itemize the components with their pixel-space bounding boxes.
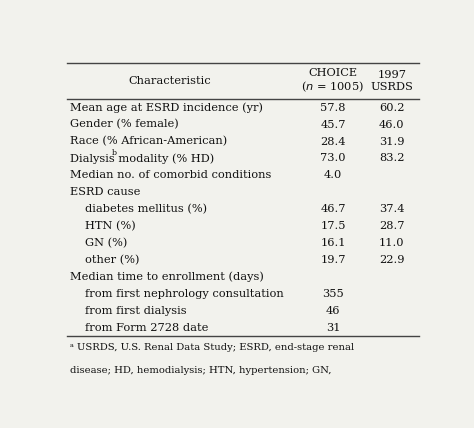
Text: from first dialysis: from first dialysis xyxy=(85,306,187,316)
Text: 46: 46 xyxy=(326,306,340,316)
Text: other (%): other (%) xyxy=(85,255,139,265)
Text: 28.7: 28.7 xyxy=(379,221,404,231)
Text: 37.4: 37.4 xyxy=(379,204,404,214)
Text: Dialysis modality (% HD): Dialysis modality (% HD) xyxy=(70,153,215,164)
Text: 46.7: 46.7 xyxy=(320,204,346,214)
Text: 1997
USRDS: 1997 USRDS xyxy=(370,70,413,92)
Text: b: b xyxy=(112,149,117,158)
Text: 22.9: 22.9 xyxy=(379,255,404,265)
Text: from Form 2728 date: from Form 2728 date xyxy=(85,323,209,333)
Text: 46.0: 46.0 xyxy=(379,119,404,130)
Text: ᵃ USRDS, U.S. Renal Data Study; ESRD, end-stage renal: ᵃ USRDS, U.S. Renal Data Study; ESRD, en… xyxy=(70,343,355,352)
Text: 4.0: 4.0 xyxy=(324,170,342,181)
Text: 60.2: 60.2 xyxy=(379,103,404,113)
Text: Characteristic: Characteristic xyxy=(128,76,211,86)
Text: 83.2: 83.2 xyxy=(379,154,404,163)
Text: 31: 31 xyxy=(326,323,340,333)
Text: 19.7: 19.7 xyxy=(320,255,346,265)
Text: Median time to enrollment (days): Median time to enrollment (days) xyxy=(70,272,264,282)
Text: from first nephrology consultation: from first nephrology consultation xyxy=(85,289,284,299)
Text: 31.9: 31.9 xyxy=(379,137,404,146)
Text: ESRD cause: ESRD cause xyxy=(70,187,141,197)
Text: GN (%): GN (%) xyxy=(85,238,128,248)
Text: 11.0: 11.0 xyxy=(379,238,404,248)
Text: 28.4: 28.4 xyxy=(320,137,346,146)
Text: Mean age at ESRD incidence (yr): Mean age at ESRD incidence (yr) xyxy=(70,102,263,113)
Text: 16.1: 16.1 xyxy=(320,238,346,248)
Text: diabetes mellitus (%): diabetes mellitus (%) xyxy=(85,204,207,214)
Text: 45.7: 45.7 xyxy=(320,119,346,130)
Text: disease; HD, hemodialysis; HTN, hypertension; GN,: disease; HD, hemodialysis; HTN, hyperten… xyxy=(70,366,332,375)
Text: 57.8: 57.8 xyxy=(320,103,346,113)
Text: Race (% African-American): Race (% African-American) xyxy=(70,137,228,147)
Text: 17.5: 17.5 xyxy=(320,221,346,231)
Text: Median no. of comorbid conditions: Median no. of comorbid conditions xyxy=(70,170,272,181)
Text: 73.0: 73.0 xyxy=(320,154,346,163)
Text: Gender (% female): Gender (% female) xyxy=(70,119,179,130)
Text: HTN (%): HTN (%) xyxy=(85,221,136,232)
Text: 355: 355 xyxy=(322,289,344,299)
Text: CHOICE
($n$ = 1005): CHOICE ($n$ = 1005) xyxy=(301,68,365,94)
